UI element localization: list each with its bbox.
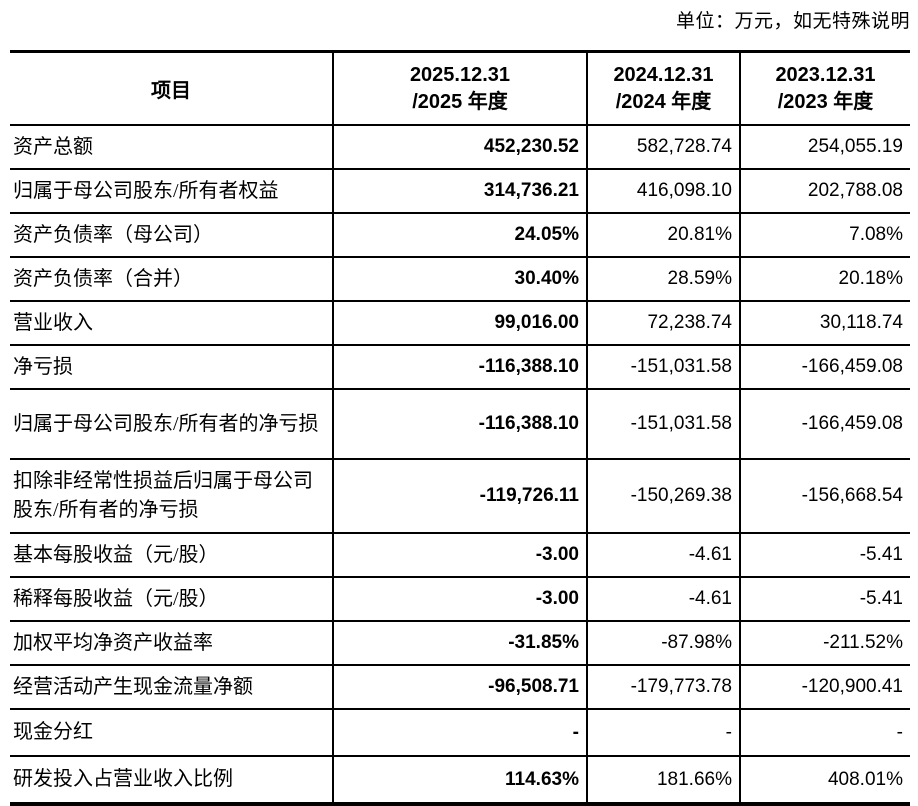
value-2024: -179,773.78 [586, 665, 740, 710]
table-row: 基本每股收益（元/股） -3.00 -4.61 -5.41 [10, 533, 910, 578]
row-label: 资产负债率（合并） [10, 257, 333, 302]
table-row: 现金分红 - - - [10, 709, 910, 757]
column-header-2025: 2025.12.31 /2025 年度 [332, 51, 587, 126]
row-label: 资产总额 [10, 125, 333, 170]
column-header-item: 项目 [10, 51, 333, 126]
table-row: 资产总额 452,230.52 582,728.74 254,055.19 [10, 125, 910, 170]
table-row: 净亏损 -116,388.10 -151,031.58 -166,459.08 [10, 345, 910, 390]
row-label: 加权平均净资产收益率 [10, 621, 333, 666]
value-2023: 20.18% [739, 257, 910, 302]
value-2023: -156,668.54 [739, 459, 910, 534]
financial-summary-table: 项目 2025.12.31 /2025 年度 2024.12.31 /2024 … [10, 50, 910, 806]
row-label: 资产负债率（母公司） [10, 213, 333, 258]
value-2023: 30,118.74 [739, 301, 910, 346]
column-header-2023-line2: /2023 年度 [777, 90, 874, 113]
table-header: 项目 2025.12.31 /2025 年度 2024.12.31 /2024 … [10, 51, 910, 126]
value-2023: -120,900.41 [739, 665, 910, 710]
value-2025: 452,230.52 [332, 125, 587, 170]
value-2023: -5.41 [739, 577, 910, 622]
value-2024: 20.81% [586, 213, 740, 258]
value-2023: 408.01% [739, 756, 910, 805]
column-header-2023-line1: 2023.12.31 [775, 63, 876, 86]
table-row: 资产负债率（母公司） 24.05% 20.81% 7.08% [10, 213, 910, 258]
row-label: 基本每股收益（元/股） [10, 533, 333, 578]
column-header-2024-line2: /2024 年度 [615, 90, 712, 113]
value-2024: 28.59% [586, 257, 740, 302]
column-header-item-label: 项目 [151, 80, 191, 102]
header-row: 项目 2025.12.31 /2025 年度 2024.12.31 /2024 … [10, 51, 910, 126]
value-2025: 114.63% [332, 756, 587, 805]
table-row: 营业收入 99,016.00 72,238.74 30,118.74 [10, 301, 910, 346]
column-header-2025-line1: 2025.12.31 [409, 63, 511, 86]
value-2024: - [586, 709, 740, 757]
row-label: 净亏损 [10, 345, 333, 390]
value-2025: -96,508.71 [332, 665, 587, 710]
column-header-2024-line1: 2024.12.31 [613, 63, 714, 86]
row-label: 扣除非经常性损益后归属于母公司股东/所有者的净亏损 [10, 459, 333, 534]
value-2024: 72,238.74 [586, 301, 740, 346]
value-2025: - [332, 709, 587, 757]
value-2025: 30.40% [332, 257, 587, 302]
table-row: 稀释每股收益（元/股） -3.00 -4.61 -5.41 [10, 577, 910, 622]
value-2023: -211.52% [739, 621, 910, 666]
value-2025: 99,016.00 [332, 301, 587, 346]
row-label: 稀释每股收益（元/股） [10, 577, 333, 622]
value-2023: 254,055.19 [739, 125, 910, 170]
value-2023: -166,459.08 [739, 389, 910, 460]
value-2024: -4.61 [586, 577, 740, 622]
value-2025: -31.85% [332, 621, 587, 666]
value-2023: -166,459.08 [739, 345, 910, 390]
row-label: 归属于母公司股东/所有者的净亏损 [10, 389, 333, 460]
column-header-2025-line2: /2025 年度 [412, 90, 508, 113]
value-2023: -5.41 [739, 533, 910, 578]
value-2023: 7.08% [739, 213, 910, 258]
value-2024: -151,031.58 [586, 345, 740, 390]
table-row: 归属于母公司股东/所有者的净亏损 -116,388.10 -151,031.58… [10, 389, 910, 460]
value-2025: -3.00 [332, 577, 587, 622]
value-2025: -116,388.10 [332, 389, 587, 460]
value-2024: -4.61 [586, 533, 740, 578]
value-2023: 202,788.08 [739, 169, 910, 214]
table-body: 资产总额 452,230.52 582,728.74 254,055.19 归属… [10, 125, 910, 805]
value-2024: 181.66% [586, 756, 740, 805]
table-row: 资产负债率（合并） 30.40% 28.59% 20.18% [10, 257, 910, 302]
table-row: 研发投入占营业收入比例 114.63% 181.66% 408.01% [10, 756, 910, 805]
value-2024: 582,728.74 [586, 125, 740, 170]
column-header-2024: 2024.12.31 /2024 年度 [586, 51, 740, 126]
row-label: 归属于母公司股东/所有者权益 [10, 169, 333, 214]
table-row: 扣除非经常性损益后归属于母公司股东/所有者的净亏损 -119,726.11 -1… [10, 459, 910, 534]
table-row: 归属于母公司股东/所有者权益 314,736.21 416,098.10 202… [10, 169, 910, 214]
table-row: 加权平均净资产收益率 -31.85% -87.98% -211.52% [10, 621, 910, 666]
row-label: 现金分红 [10, 709, 333, 757]
value-2024: -151,031.58 [586, 389, 740, 460]
value-2024: 416,098.10 [586, 169, 740, 214]
value-2023: - [739, 709, 910, 757]
row-label: 研发投入占营业收入比例 [10, 756, 333, 805]
value-2025: 24.05% [332, 213, 587, 258]
row-label: 营业收入 [10, 301, 333, 346]
value-2024: -87.98% [586, 621, 740, 666]
value-2024: -150,269.38 [586, 459, 740, 534]
value-2025: -3.00 [332, 533, 587, 578]
unit-note: 单位：万元，如无特殊说明 [675, 11, 910, 32]
row-label: 经营活动产生现金流量净额 [10, 665, 333, 710]
column-header-2023: 2023.12.31 /2023 年度 [739, 51, 910, 126]
value-2025: 314,736.21 [332, 169, 587, 214]
value-2025: -116,388.10 [332, 345, 587, 390]
value-2025: -119,726.11 [332, 459, 587, 534]
table-row: 经营活动产生现金流量净额 -96,508.71 -179,773.78 -120… [10, 665, 910, 710]
